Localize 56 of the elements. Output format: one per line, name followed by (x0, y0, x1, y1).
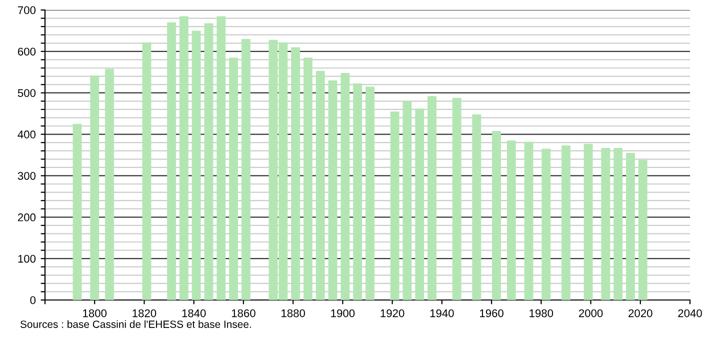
bar (229, 58, 238, 300)
x-tick-label: 2000 (578, 309, 603, 318)
y-tick-label: 100 (18, 254, 36, 263)
bar (492, 130, 501, 300)
bar (626, 152, 635, 300)
bar (179, 16, 188, 300)
bar (366, 86, 374, 300)
bar (415, 108, 424, 300)
bar (90, 75, 100, 300)
x-tick-label: 2020 (628, 309, 652, 318)
bar (340, 72, 350, 300)
source-note: Sources : base Cassini de l'EHESS et base Insee. (20, 320, 251, 328)
bar (561, 145, 570, 300)
bar (192, 30, 201, 300)
bar (601, 148, 610, 300)
bar (142, 42, 152, 300)
bar (452, 98, 462, 300)
bar (353, 83, 362, 300)
x-tick-label: 1880 (282, 309, 305, 318)
x-tick-label: 1820 (132, 309, 156, 318)
y-tick-label: 200 (18, 213, 36, 222)
x-tick-label: 1940 (430, 309, 454, 318)
bar (105, 68, 114, 300)
y-tick-label: 700 (18, 6, 36, 14)
bar (291, 47, 300, 300)
bar (167, 22, 176, 300)
bar (328, 80, 338, 300)
x-tick-label: 1980 (530, 309, 554, 318)
x-tick-label: 1920 (380, 309, 404, 318)
x-tick-label: 1960 (480, 309, 504, 318)
x-tick-label: 2040 (678, 309, 702, 318)
bar (584, 144, 593, 300)
bar (216, 16, 226, 300)
bar (524, 142, 534, 300)
bar (72, 124, 82, 300)
bar (614, 148, 623, 300)
bar (506, 140, 516, 300)
bar (472, 114, 482, 300)
bar (303, 58, 312, 300)
x-tick-label: 1840 (182, 309, 206, 318)
x-tick-label: 1800 (83, 309, 107, 318)
bar (390, 112, 400, 300)
y-tick-label: 0 (30, 296, 36, 304)
x-tick-label: 1860 (232, 309, 256, 318)
bar (638, 160, 648, 300)
bar (241, 39, 250, 300)
bar (402, 101, 412, 300)
bar (542, 148, 551, 300)
bar (428, 96, 436, 300)
y-tick-label: 300 (18, 172, 36, 180)
y-tick-label: 600 (18, 48, 36, 56)
bar (316, 70, 325, 300)
y-tick-label: 500 (18, 89, 36, 97)
y-tick-label: 400 (18, 130, 36, 138)
bar (204, 23, 214, 300)
x-tick-label: 1900 (331, 309, 355, 318)
